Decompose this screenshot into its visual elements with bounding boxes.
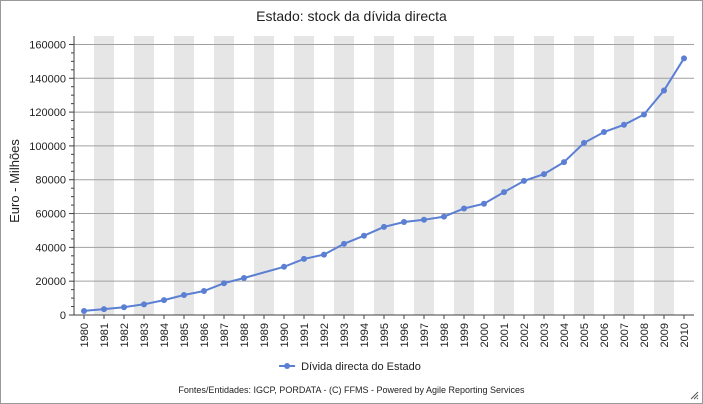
plot-band: [414, 36, 434, 315]
data-point[interactable]: [661, 87, 667, 94]
data-point[interactable]: [301, 255, 307, 262]
data-point[interactable]: [581, 139, 587, 146]
x-tick-label: 2002: [519, 323, 531, 347]
data-point[interactable]: [521, 177, 527, 184]
y-tick-label: 60000: [35, 209, 66, 221]
legend-label: Dívida directa do Estado: [301, 361, 421, 373]
data-point[interactable]: [481, 200, 487, 207]
plot-band: [574, 36, 594, 315]
plot-band: [654, 36, 674, 315]
data-point[interactable]: [601, 129, 607, 136]
data-point[interactable]: [81, 307, 87, 314]
y-axis-label: Euro - Milhões: [7, 139, 22, 223]
plot-band: [294, 36, 314, 315]
x-tick-label: 1985: [179, 323, 191, 347]
x-tick-label: 2007: [619, 323, 631, 347]
x-tick-label: 1980: [79, 323, 91, 347]
plot-band: [374, 36, 394, 315]
data-point[interactable]: [441, 213, 447, 220]
x-tick-label: 1999: [459, 323, 471, 347]
plot-band: [614, 36, 634, 315]
x-tick-label: 1981: [99, 323, 111, 347]
x-tick-label: 2009: [659, 323, 671, 347]
legend-marker: [284, 363, 291, 369]
x-tick-label: 2001: [499, 323, 511, 347]
x-tick-label: 2008: [639, 323, 651, 347]
x-tick-label: 1988: [239, 323, 251, 347]
data-point[interactable]: [381, 223, 387, 230]
footer-sources: Fontes/Entidades: IGCP, PORDATA - (C) FF…: [178, 385, 525, 395]
data-point[interactable]: [341, 240, 347, 247]
x-tick-label: 1995: [379, 323, 391, 347]
plot-band: [134, 36, 154, 315]
data-point[interactable]: [201, 287, 207, 294]
plot-band: [494, 36, 514, 315]
plot-band: [254, 36, 274, 315]
x-tick-label: 1990: [279, 323, 291, 347]
x-tick-label: 1993: [339, 323, 351, 347]
y-tick-label: 80000: [35, 175, 66, 187]
x-tick-label: 1987: [219, 323, 231, 347]
data-point[interactable]: [141, 301, 147, 308]
data-point[interactable]: [361, 232, 367, 239]
y-tick-label: 20000: [35, 276, 66, 288]
data-point[interactable]: [641, 111, 647, 118]
chart-title: Estado: stock da dívida directa: [256, 8, 447, 24]
y-tick-label: 120000: [29, 107, 66, 119]
y-tick-label: 160000: [29, 39, 66, 51]
plot-band: [174, 36, 194, 315]
data-point[interactable]: [101, 306, 107, 313]
x-tick-label: 2004: [559, 323, 571, 347]
x-tick-label: 1989: [259, 323, 271, 347]
data-point[interactable]: [561, 159, 567, 166]
data-point[interactable]: [541, 171, 547, 178]
data-point[interactable]: [161, 297, 167, 304]
data-point[interactable]: [181, 292, 187, 299]
data-point[interactable]: [681, 55, 687, 62]
x-tick-label: 1992: [319, 323, 331, 347]
y-tick-label: 40000: [35, 242, 66, 254]
y-tick-label: 140000: [29, 73, 66, 85]
data-point[interactable]: [421, 216, 427, 223]
x-tick-label: 2010: [679, 323, 691, 347]
x-tick-label: 1991: [299, 323, 311, 347]
data-point[interactable]: [221, 280, 227, 287]
data-point[interactable]: [501, 189, 507, 196]
x-tick-label: 1984: [159, 323, 171, 347]
x-tick-label: 1983: [139, 323, 151, 347]
data-point[interactable]: [401, 219, 407, 225]
x-tick-label: 1994: [359, 323, 371, 347]
x-tick-label: 2006: [599, 323, 611, 347]
x-tick-label: 1986: [199, 323, 211, 347]
x-tick-label: 1997: [419, 323, 431, 347]
plot-band: [214, 36, 234, 315]
x-tick-label: 2000: [479, 323, 491, 347]
data-point[interactable]: [121, 304, 127, 311]
chart-svg: 0 20000 40000 60000 80000 100000 120000 140000 1…: [7, 36, 694, 373]
x-tick-label: 2003: [539, 323, 551, 347]
data-point[interactable]: [281, 263, 287, 270]
plot-band: [94, 36, 114, 315]
plot-band: [334, 36, 354, 315]
series-line: [83, 57, 685, 312]
x-tick-label: 1998: [439, 323, 451, 347]
data-point[interactable]: [321, 251, 327, 258]
y-tick-label: 0: [60, 310, 66, 322]
x-tick-label: 2005: [579, 323, 591, 347]
data-point[interactable]: [621, 121, 627, 128]
plot-band: [454, 36, 474, 315]
x-tick-label: 1982: [119, 323, 131, 347]
data-point[interactable]: [241, 274, 247, 281]
y-tick-label: 100000: [29, 141, 66, 153]
data-point[interactable]: [461, 205, 467, 212]
resize-grip-icon[interactable]: [690, 391, 699, 400]
x-tick-label: 1996: [399, 323, 411, 347]
